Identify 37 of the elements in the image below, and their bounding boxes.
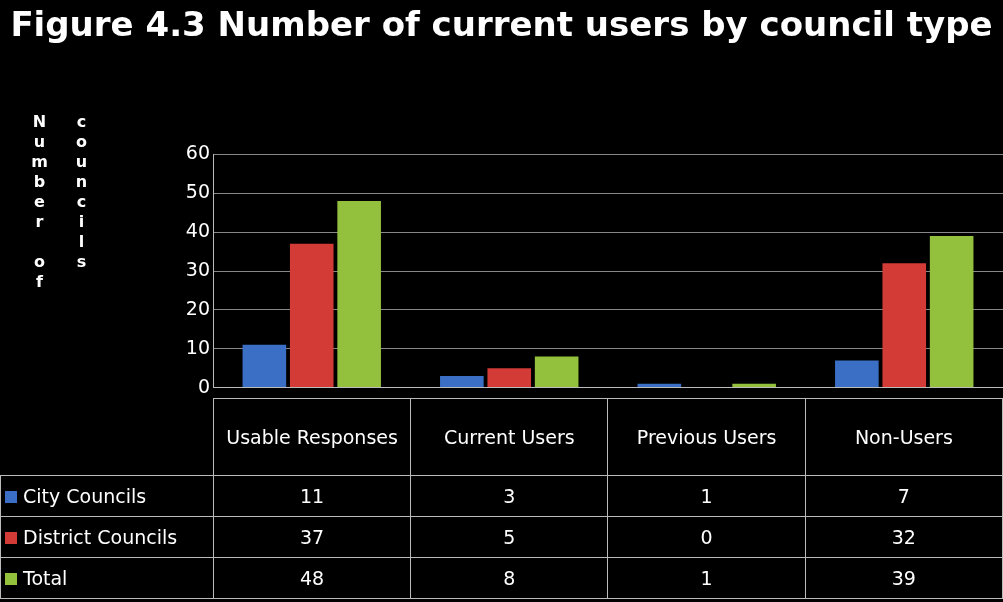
y-tick-label: 40 [185,219,210,242]
bar [289,243,334,388]
x-tick-label: Non-Users [805,398,1003,476]
data-label: 7 [805,475,1003,517]
y-tick-label: 50 [185,180,210,203]
bar [337,201,381,388]
y-tick-label: 20 [185,296,210,319]
legend-label: District Councils [0,516,214,558]
bar [929,236,974,388]
x-tick-label: Previous Users [607,398,806,476]
data-label: 3 [410,475,608,517]
data-label: 37 [213,516,411,558]
data-label: 1 [607,557,806,599]
x-tick-label: Current Users [410,398,608,476]
bar [487,368,532,388]
legend-label: Total [0,557,214,599]
data-label: 1 [607,475,806,517]
data-label: 5 [410,516,608,558]
data-label: 39 [805,557,1003,599]
y-tick-label: 10 [185,335,210,358]
data-label: 32 [805,516,1003,558]
x-tick-label: Usable Responses [213,398,411,476]
data-label: 8 [410,557,608,599]
bar [534,356,579,388]
data-label: 0 [607,516,806,558]
bar [882,263,927,388]
bar [835,360,879,388]
y-tick-label: 30 [185,257,210,280]
bar [242,344,287,388]
text: Number of councils [30,112,91,292]
legend-label: City Councils [0,475,214,517]
bar [440,375,484,388]
y-tick-label: 60 [185,141,210,164]
y-tick-label: 0 [197,374,210,397]
chart-title: Figure 4.3 Number of current users by council type [9,3,994,46]
data-label: 11 [213,475,411,517]
data-label: 48 [213,557,411,599]
